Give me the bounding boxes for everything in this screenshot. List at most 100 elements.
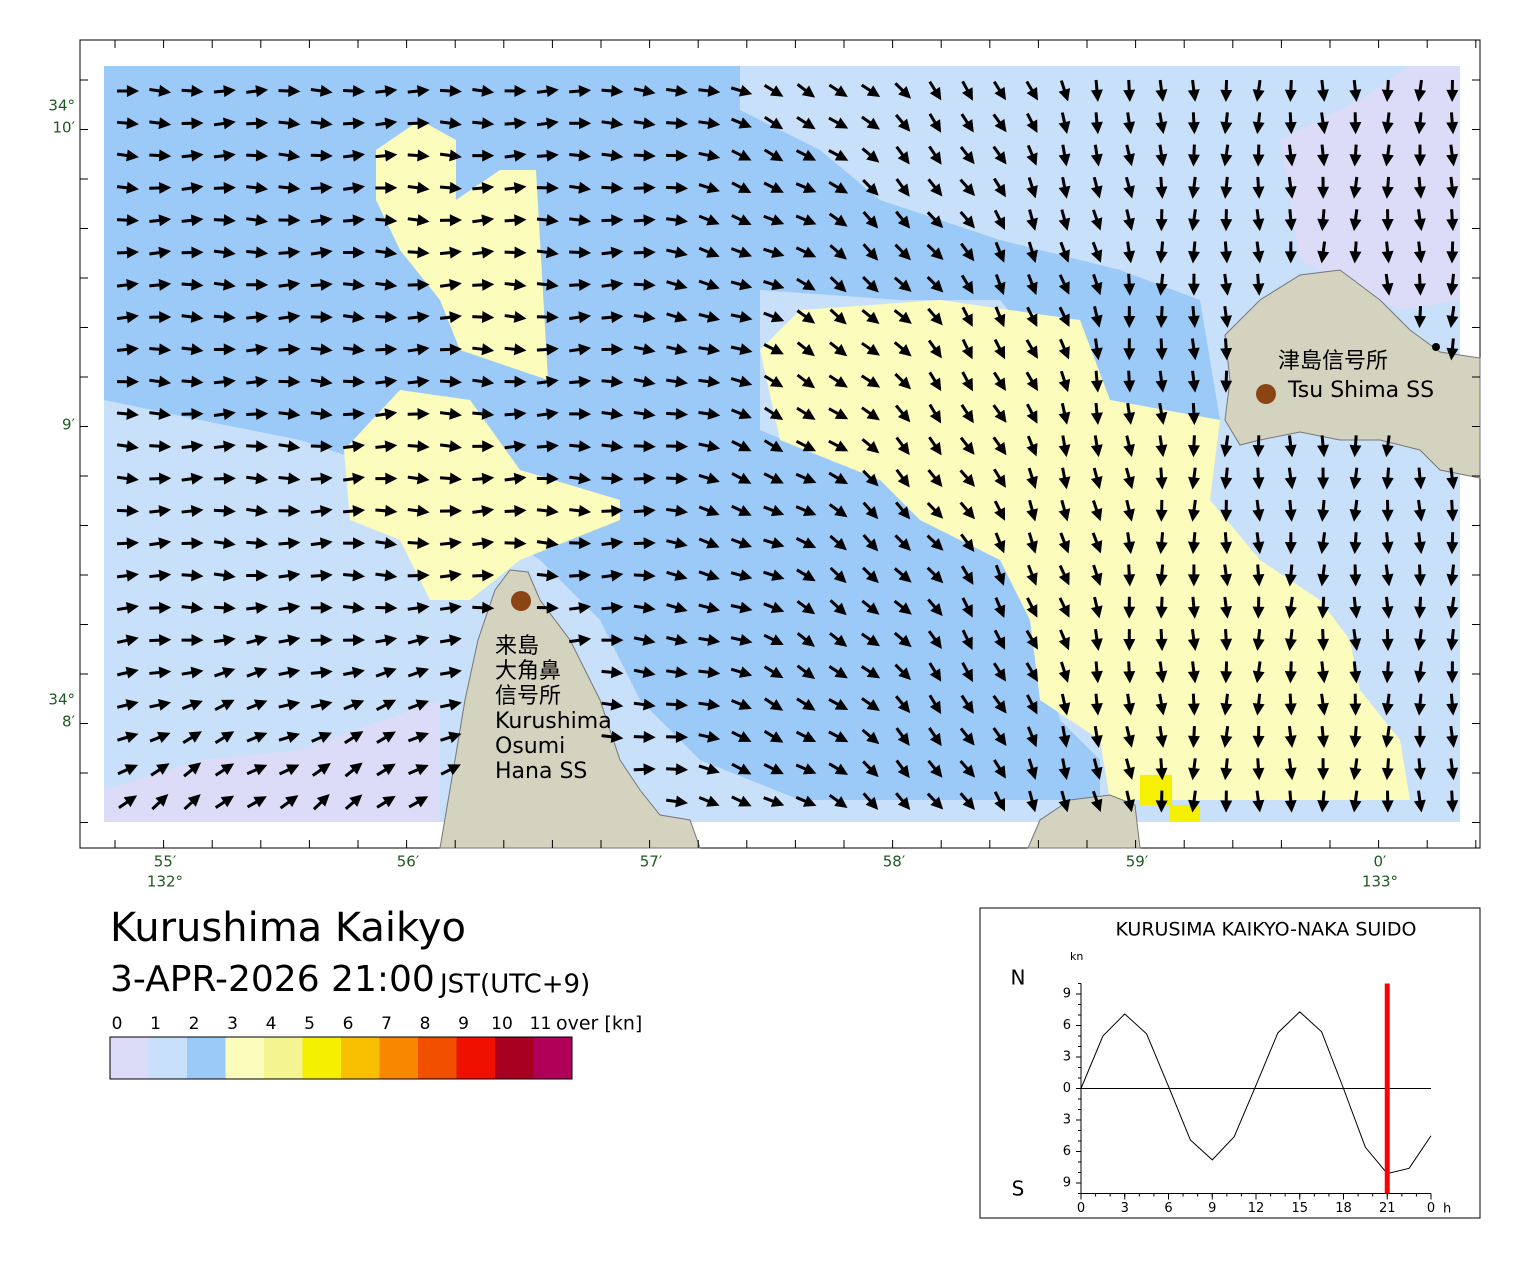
vector-head (156, 763, 170, 775)
vector-head (962, 183, 976, 197)
vector-head (834, 149, 849, 161)
vector-head (1155, 121, 1168, 135)
vector-head (158, 214, 172, 227)
vector-head (642, 634, 656, 646)
vector-head (352, 537, 366, 550)
vector-head (287, 602, 301, 614)
vector-head (417, 149, 430, 162)
vector-head (316, 793, 330, 807)
vector-head (897, 732, 910, 746)
vector-head (1026, 668, 1039, 682)
vector-head (546, 181, 559, 194)
vector-head (962, 732, 975, 746)
vector-head (643, 730, 656, 743)
vector-head (1188, 476, 1200, 490)
vector-head (1090, 734, 1103, 748)
vector-head (1414, 315, 1427, 329)
vector-head (1284, 185, 1297, 199)
vector-head (738, 440, 752, 452)
vector-head (416, 311, 430, 324)
vector-head (1155, 573, 1168, 587)
vector-head (123, 795, 138, 808)
vector-head (739, 343, 753, 356)
vector-head (897, 764, 910, 779)
vector-head (1090, 412, 1103, 425)
vector-head (1220, 605, 1233, 619)
vector-head (352, 182, 365, 194)
vector-head (1090, 347, 1103, 361)
vector-head (1446, 735, 1459, 748)
vector-head (158, 117, 172, 130)
vector-head (1220, 347, 1233, 361)
vector-head (191, 634, 204, 647)
vector-head (352, 278, 366, 291)
vector-head (769, 408, 784, 421)
vector-head (256, 569, 269, 582)
legend-unit: over [kn] (556, 1013, 642, 1035)
vector-head (1058, 767, 1071, 781)
vector-head (222, 634, 236, 647)
vector-head (1252, 670, 1265, 684)
vector-head (288, 84, 301, 97)
vector-head (158, 440, 172, 453)
vector-head (643, 246, 656, 259)
vector-head (1349, 89, 1362, 102)
vector-head (706, 246, 720, 258)
vector-head (578, 149, 592, 162)
vector-head (1446, 476, 1459, 490)
vector-head (897, 474, 910, 488)
vector-head (285, 764, 300, 776)
y-unit: kn (1070, 950, 1083, 963)
vector-head (769, 149, 784, 162)
vector-head (578, 181, 592, 194)
vector-head (546, 569, 559, 582)
vector-head (1317, 121, 1329, 135)
vector-head (320, 117, 333, 130)
vector-head (610, 666, 624, 679)
vector-head (898, 344, 912, 357)
south-label: S (1012, 1177, 1025, 1201)
vector-head (579, 407, 592, 420)
vector-head (1220, 121, 1233, 135)
vector-head (1381, 89, 1394, 102)
vector-head (382, 763, 396, 776)
vector-head (801, 376, 816, 389)
title: Kurushima Kaikyo (110, 905, 466, 951)
vector-head (320, 149, 333, 162)
vector-head (929, 700, 942, 715)
vector-head (1284, 218, 1297, 232)
vector-head (1317, 638, 1330, 652)
vector-head (930, 505, 944, 519)
vector-head (1090, 476, 1103, 490)
vector-head (1446, 605, 1459, 619)
vector-head (1252, 541, 1265, 555)
vector-head (449, 117, 462, 130)
vector-head (190, 666, 204, 679)
vector-head (930, 603, 943, 617)
vector-head (769, 731, 784, 743)
vector-head (674, 537, 688, 549)
vector-head (962, 441, 975, 455)
vector-head (802, 699, 816, 711)
y-tick-label: 9 (1063, 987, 1071, 1002)
vector-head (642, 343, 656, 356)
vector-head (866, 343, 880, 356)
vector-head (351, 666, 365, 679)
chart-title: KURUSIMA KAIKYO-NAKA SUIDO (1115, 919, 1416, 941)
vector-head (834, 634, 848, 647)
vector-head (866, 602, 880, 615)
vector-head (126, 440, 139, 453)
vector-head (158, 149, 172, 162)
vector-head (384, 149, 398, 162)
vector-head (449, 440, 462, 453)
vector-head (190, 214, 204, 227)
vector-head (1413, 283, 1426, 296)
vector-head (1414, 670, 1427, 684)
vector-head (994, 249, 1006, 263)
station-label: Tsu Shima SS (1287, 378, 1434, 403)
x-tick-label: 6 (1164, 1201, 1172, 1216)
vector-head (802, 117, 816, 130)
lon-label: 58′ (883, 853, 906, 871)
vector-head (610, 311, 624, 324)
vector-head (449, 311, 462, 324)
